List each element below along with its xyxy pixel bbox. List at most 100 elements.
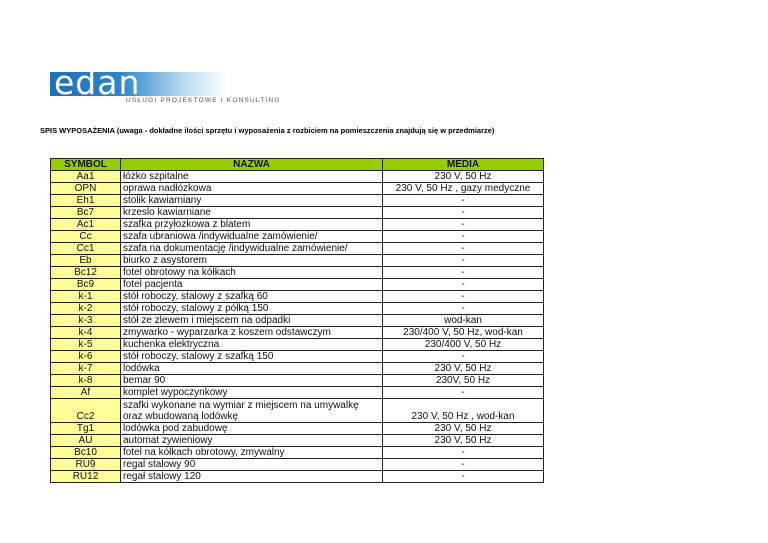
edan-logo: edan bbox=[50, 65, 228, 101]
table-row: RU9 regal stalowy 90- bbox=[50, 458, 544, 471]
name-cell: szafa ubraniowa /indywidualne zamówienie… bbox=[120, 230, 383, 243]
name-cell: lodówka bbox=[120, 362, 383, 375]
symbol-cell: k-1 bbox=[50, 290, 121, 303]
table-row: k-4 zmywarko - wyparzarka z koszem odstaw… bbox=[50, 326, 544, 339]
media-cell: - bbox=[382, 350, 544, 363]
table-row: Bc9 fotel pacjenta - bbox=[50, 278, 544, 291]
media-cell: 230/400 V, 50 Hz bbox=[382, 338, 544, 351]
table-row: k-5 kuchenka elektryczna 230/400 V, 50 Hz bbox=[50, 338, 544, 351]
symbol-cell: Cc bbox=[50, 230, 121, 243]
media-cell: - bbox=[382, 242, 544, 255]
name-cell: biurko z asystorem bbox=[120, 254, 383, 267]
table-row: Tg1 lodówka pod zabudowę 230 V, 50 Hz bbox=[50, 422, 544, 435]
symbol-cell: Bc10 bbox=[50, 446, 121, 459]
media-cell: 230 V, 50 Hz bbox=[382, 362, 544, 375]
name-cell: łóżko szpitalne bbox=[120, 170, 383, 183]
header-name: NAZWA bbox=[120, 158, 383, 171]
media-cell: 230 V, 50 Hz bbox=[382, 434, 544, 447]
table-row: RU12 regał stalowy 120- bbox=[50, 470, 544, 483]
name-cell: regal stalowy 90 bbox=[120, 458, 383, 471]
media-cell: 230 V, 50 Hz , gazy medyczne bbox=[382, 182, 544, 195]
table-row: k-3 stół ze zlewem i miejscem na odpadki w… bbox=[50, 314, 544, 327]
table-row: AU automat zywieniowy 230 V, 50 Hz bbox=[50, 434, 544, 447]
table-row: Bc10 fotel na kółkach obrotowy, zmywalny - bbox=[50, 446, 544, 459]
media-cell: - bbox=[382, 458, 544, 471]
symbol-cell: k-7 bbox=[50, 362, 121, 375]
name-cell: zmywarko - wyparzarka z koszem odstawczy… bbox=[120, 326, 383, 339]
media-cell: - bbox=[382, 290, 544, 303]
header-symbol: SYMBOL bbox=[50, 158, 121, 171]
media-cell: - bbox=[382, 230, 544, 243]
table-header: SYMBOL NAZWA MEDIA bbox=[50, 158, 544, 171]
symbol-cell: Bc9 bbox=[50, 278, 121, 291]
media-cell: 230 V, 50 Hz bbox=[382, 422, 544, 435]
table-row: Cc szafa ubraniowa /indywidualne zamówien… bbox=[50, 230, 544, 243]
name-cell: szafki wykonane na wymiar z miejscem na … bbox=[120, 398, 383, 423]
table-row: k-2 stół roboczy, stalowy z półką 150- bbox=[50, 302, 544, 315]
name-cell: regał stalowy 120 bbox=[120, 470, 383, 483]
symbol-cell: Eh1 bbox=[50, 194, 121, 207]
header-media: MEDIA bbox=[382, 158, 544, 171]
name-cell: szafka przyłozkowa z blatem bbox=[120, 218, 383, 231]
symbol-cell: Aa1 bbox=[50, 170, 121, 183]
media-cell: - bbox=[382, 254, 544, 267]
table-row: Eh1 stolik kawiarniany - bbox=[50, 194, 544, 207]
symbol-cell: k-3 bbox=[50, 314, 121, 327]
symbol-cell: Ac1 bbox=[50, 218, 121, 231]
symbol-cell: Eb bbox=[50, 254, 121, 267]
table-row: k-6 stół roboczy, stalowy z szafką 150- bbox=[50, 350, 544, 363]
symbol-cell: k-8 bbox=[50, 374, 121, 387]
symbol-cell: Cc2 bbox=[50, 398, 121, 423]
media-cell: - bbox=[382, 278, 544, 291]
table-row: Ac1 szafka przyłozkowa z blatem - bbox=[50, 218, 544, 231]
symbol-cell: RU12 bbox=[50, 470, 121, 483]
name-cell: fotel na kółkach obrotowy, zmywalny bbox=[120, 446, 383, 459]
media-cell: 230/400 V, 50 Hz, wod-kan bbox=[382, 326, 544, 339]
name-cell: oprawa nadłózkowa bbox=[120, 182, 383, 195]
name-cell: szafa na dokumentację /indywidualne zamó… bbox=[120, 242, 383, 255]
table-row: Cc2 szafki wykonane na wymiar z miejscem … bbox=[50, 398, 544, 423]
media-cell: - bbox=[382, 218, 544, 231]
table-row: Cc1 szafa na dokumentację /indywidualne z… bbox=[50, 242, 544, 255]
symbol-cell: Tg1 bbox=[50, 422, 121, 435]
symbol-cell: OPN bbox=[50, 182, 121, 195]
media-cell: - bbox=[382, 470, 544, 483]
table-row: Bc12 fotel obrotowy na kółkach - bbox=[50, 266, 544, 279]
symbol-cell: k-4 bbox=[50, 326, 121, 339]
name-cell: stół ze zlewem i miejscem na odpadki bbox=[120, 314, 383, 327]
symbol-cell: k-5 bbox=[50, 338, 121, 351]
media-cell: - bbox=[382, 206, 544, 219]
name-cell: stół roboczy, stalowy z szafką 150 bbox=[120, 350, 383, 363]
table-row: Bc7 krzeslo kawiarniane - bbox=[50, 206, 544, 219]
equipment-table: SYMBOL NAZWA MEDIA Aa1 łóżko szpitalne 230… bbox=[50, 158, 544, 483]
logo-text: edan bbox=[54, 63, 141, 102]
media-cell: - bbox=[382, 386, 544, 399]
name-cell: bemar 90 bbox=[120, 374, 383, 387]
symbol-cell: Bc12 bbox=[50, 266, 121, 279]
table-row: Af komplet wypoczynkowy - bbox=[50, 386, 544, 399]
name-cell: automat zywieniowy bbox=[120, 434, 383, 447]
media-cell: 230V, 50 Hz bbox=[382, 374, 544, 387]
name-cell: komplet wypoczynkowy bbox=[120, 386, 383, 399]
table-row: k-7 lodówka 230 V, 50 Hz bbox=[50, 362, 544, 375]
symbol-cell: k-2 bbox=[50, 302, 121, 315]
table-row: OPN oprawa nadłózkowa 230 V, 50 Hz , gazy … bbox=[50, 182, 544, 195]
name-cell: fotel pacjenta bbox=[120, 278, 383, 291]
name-cell: fotel obrotowy na kółkach bbox=[120, 266, 383, 279]
media-cell: - bbox=[382, 446, 544, 459]
name-cell: stół roboczy, stalowy z szafką 60 bbox=[120, 290, 383, 303]
name-cell: stół roboczy, stalowy z półką 150 bbox=[120, 302, 383, 315]
symbol-cell: Af bbox=[50, 386, 121, 399]
symbol-cell: RU9 bbox=[50, 458, 121, 471]
table-row: Eb biurko z asystorem - bbox=[50, 254, 544, 267]
name-cell: krzeslo kawiarniane bbox=[120, 206, 383, 219]
document-title: SPIS WYPOSAŻENIA (uwaga - dokładne ilośc… bbox=[40, 126, 495, 135]
media-cell: 230 V, 50 Hz , wod-kan bbox=[382, 398, 544, 423]
table-row: k-1 stół roboczy, stalowy z szafką 60- bbox=[50, 290, 544, 303]
media-cell: - bbox=[382, 266, 544, 279]
name-cell: kuchenka elektryczna bbox=[120, 338, 383, 351]
logo-subtitle: USŁUGI PROJEKTOWE I KONSULTING bbox=[126, 97, 281, 104]
table-row: k-8 bemar 90 230V, 50 Hz bbox=[50, 374, 544, 387]
media-cell: 230 V, 50 Hz bbox=[382, 170, 544, 183]
name-cell: stolik kawiarniany bbox=[120, 194, 383, 207]
